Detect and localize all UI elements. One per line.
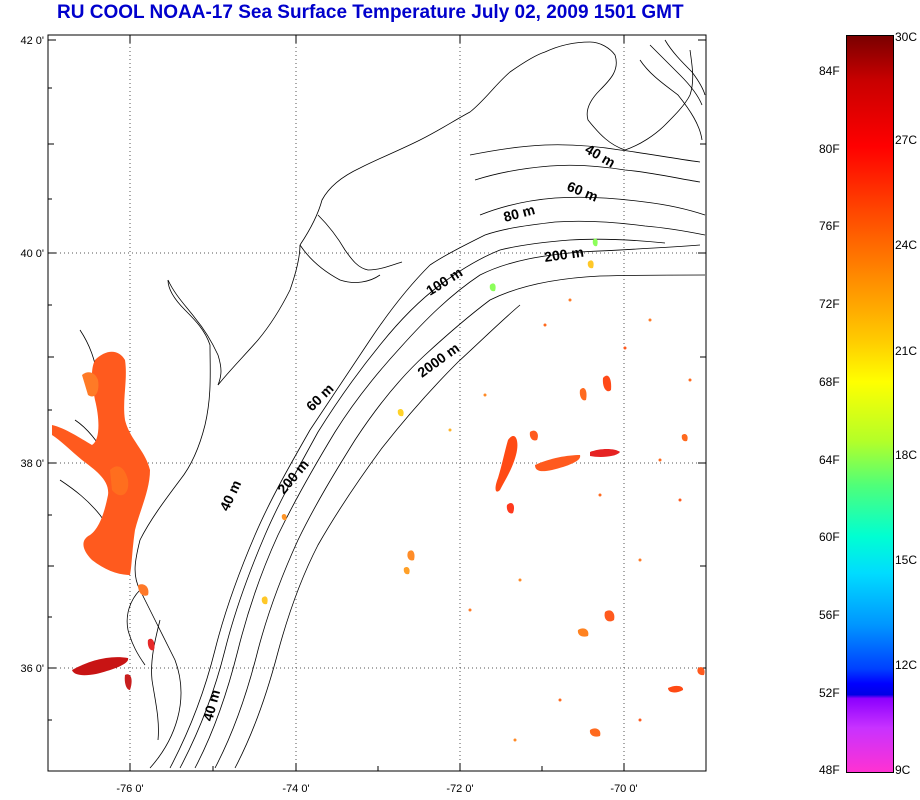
celsius-label: 30C [895,30,918,44]
depth-label: 40 m [216,478,244,514]
fahrenheit-label: 84F [819,64,840,78]
depth-label: 100 m [423,264,465,299]
fahrenheit-label: 52F [819,686,840,700]
fahrenheit-label: 80F [819,142,840,156]
depth-label: 80 m [502,201,537,225]
bay-sst [52,351,155,690]
lon-label: -74 0' [282,783,309,795]
map-title: RU COOL NOAA-17 Sea Surface Temperature … [57,2,684,23]
lat-label: 36 0' [20,663,44,675]
lat-label: 40 0' [20,248,44,260]
lon-label: -70 0' [610,783,637,795]
fahrenheit-label: 68F [819,375,840,389]
celsius-label: 21C [895,344,918,358]
lon-label: -72 0' [446,783,473,795]
celsius-label: 15C [895,553,918,567]
fahrenheit-label: 76F [819,219,840,233]
depth-contours [169,144,706,769]
lat-label: 38 0' [20,458,44,470]
celsius-label: 24C [895,238,918,252]
depth-label: 2000 m [414,340,462,381]
celsius-label: 12C [895,658,918,672]
fahrenheit-label: 64F [819,453,840,467]
ocean-sst [261,238,705,742]
map-frame [47,34,707,772]
depth-label: 40 m [199,688,223,723]
depth-label: 60 m [565,178,601,205]
depth-label: 200 m [543,244,585,265]
celsius-label: 9C [895,763,911,777]
coastline [59,39,706,769]
color-scale-bar [846,35,894,773]
tick-marks [48,35,706,771]
lon-label: -76 0' [116,783,143,795]
lat-label: 42 0' [20,35,44,47]
fahrenheit-label: 72F [819,297,840,311]
celsius-label: 27C [895,133,918,147]
fahrenheit-label: 48F [819,763,840,777]
celsius-label: 18C [895,448,918,462]
fahrenheit-label: 56F [819,608,840,622]
graticule [48,35,706,771]
depth-label: 200 m [274,456,312,497]
fahrenheit-label: 60F [819,530,840,544]
